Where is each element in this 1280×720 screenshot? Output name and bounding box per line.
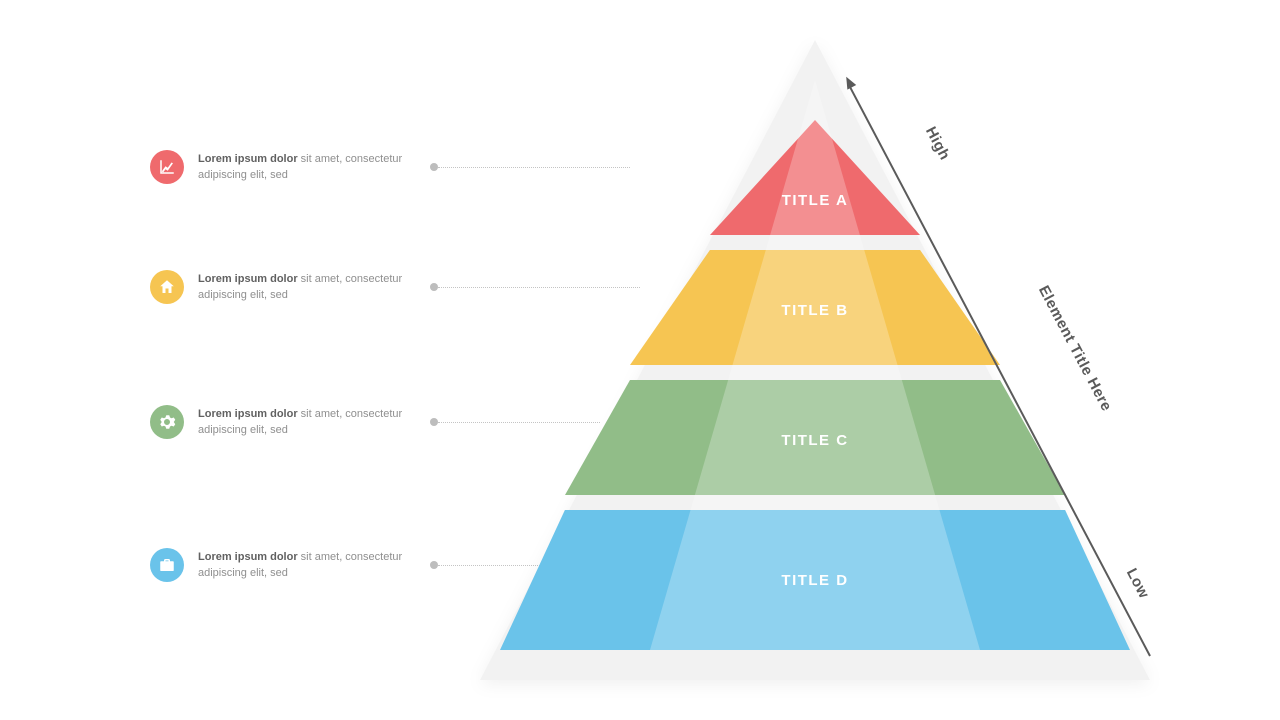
gear-icon: [150, 405, 184, 439]
legend-text-c: Lorem ipsum dolor sit amet, consectetur …: [198, 406, 410, 438]
level-label: TITLE B: [630, 302, 1000, 319]
infographic-stage: Lorem ipsum dolor sit amet, consectetur …: [0, 0, 1280, 720]
home-icon: [150, 270, 184, 304]
briefcase-icon: [150, 548, 184, 582]
leader-dot: [430, 283, 438, 291]
chart-line-icon: [150, 150, 184, 184]
pyramid-level-c: TITLE C: [565, 380, 1065, 495]
leader-dot: [430, 418, 438, 426]
legend-text-b: Lorem ipsum dolor sit amet, consectetur …: [198, 271, 410, 303]
pyramid: TITLE A TITLE B TITLE C TITLE D: [480, 40, 1150, 680]
legend-item-d: Lorem ipsum dolor sit amet, consectetur …: [150, 548, 410, 582]
legend-text-d: Lorem ipsum dolor sit amet, consectetur …: [198, 549, 410, 581]
level-label: TITLE C: [565, 432, 1065, 449]
legend-text-a: Lorem ipsum dolor sit amet, consectetur …: [198, 151, 410, 183]
leader-dot: [430, 561, 438, 569]
pyramid-level-d: TITLE D: [500, 510, 1130, 650]
leader-dot: [430, 163, 438, 171]
legend-item-c: Lorem ipsum dolor sit amet, consectetur …: [150, 405, 410, 439]
legend-item-a: Lorem ipsum dolor sit amet, consectetur …: [150, 150, 410, 184]
level-label: TITLE D: [500, 572, 1130, 589]
legend-item-b: Lorem ipsum dolor sit amet, consectetur …: [150, 270, 410, 304]
